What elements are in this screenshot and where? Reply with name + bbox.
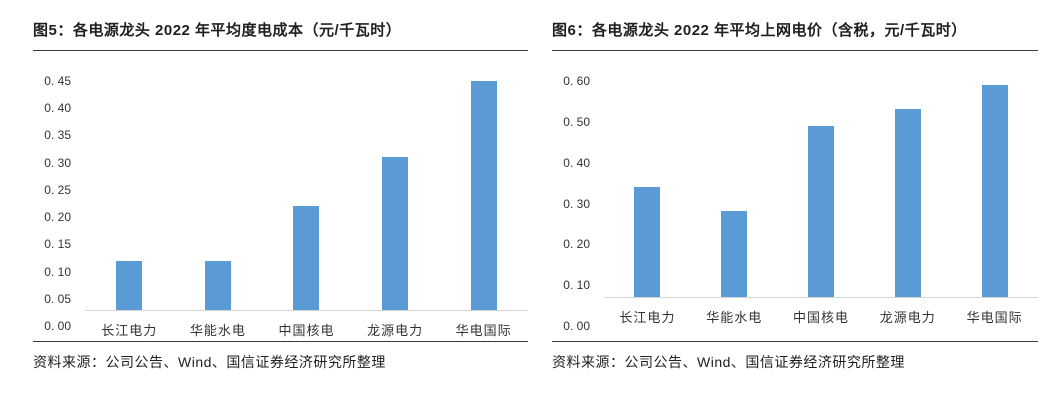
y-tick-label: 0. 05 — [44, 291, 71, 306]
y-tick-label: 0. 40 — [44, 101, 71, 116]
figure5-plot-area: 长江电力 华能水电 中国核电 龙源电力 华电国际 — [85, 81, 528, 338]
figure5-chart: 0. 00 0. 05 0. 10 0. 15 0. 20 0. 25 0. 30 0. 35… — [33, 74, 528, 338]
figure6-bars — [604, 81, 1038, 298]
bar-华能水电 — [721, 211, 748, 297]
report-figures-page: 图5：各电源龙头 2022 年平均度电成本（元/千瓦时） 0. 00 0. 05 0… — [33, 14, 1038, 372]
bar-长江电力 — [634, 186, 661, 297]
x-category-label: 中国核电 — [278, 322, 335, 338]
y-tick-label: 0. 15 — [44, 237, 71, 252]
x-category-label: 华能水电 — [706, 310, 763, 325]
y-tick-label: 0. 35 — [44, 128, 71, 143]
x-category-label: 中国核电 — [792, 310, 849, 325]
figure6-plot-area: 长江电力 华能水电 中国核电 龙源电力 华电国际 — [604, 81, 1038, 326]
x-category-label: 龙源电力 — [367, 322, 424, 338]
y-tick-label: 0. 10 — [44, 264, 71, 279]
x-category-label: 华能水电 — [189, 322, 246, 338]
figure-6: 图6：各电源龙头 2022 年平均上网电价（含税，元/千瓦时） 0. 00 0. … — [552, 14, 1038, 372]
figure5-title: 图5：各电源龙头 2022 年平均度电成本（元/千瓦时） — [33, 14, 528, 51]
bar-slot — [351, 157, 440, 310]
bar-slot — [951, 84, 1038, 297]
y-tick-label: 0. 00 — [563, 319, 590, 333]
y-tick-label: 0. 30 — [563, 196, 590, 211]
bar-中国核电 — [293, 206, 320, 310]
x-category-label: 长江电力 — [619, 310, 676, 325]
bar-华电国际 — [981, 84, 1008, 297]
x-category-label: 龙源电力 — [879, 310, 936, 325]
bar-龙源电力 — [382, 157, 409, 310]
y-tick-label: 0. 20 — [563, 237, 590, 252]
bar-长江电力 — [116, 260, 143, 310]
x-category-label: 长江电力 — [101, 322, 158, 338]
y-tick-label: 0. 20 — [44, 210, 71, 225]
bar-slot — [864, 109, 951, 297]
bar-slot — [604, 186, 691, 297]
figure6-x-axis: 长江电力 华能水电 中国核电 龙源电力 华电国际 — [604, 307, 1038, 326]
y-tick-label: 0. 30 — [44, 155, 71, 170]
figure5-y-axis: 0. 00 0. 05 0. 10 0. 15 0. 20 0. 25 0. 30 0. 35… — [33, 74, 85, 333]
figure6-source-note: 资料来源：公司公告、Wind、国信证券经济研究所整理 — [552, 341, 1038, 372]
y-tick-label: 0. 25 — [44, 182, 71, 197]
figure5-bars — [85, 81, 528, 311]
figure6-y-axis: 0. 00 0. 10 0. 20 0. 30 0. 40 0. 50 0. 60 — [552, 74, 604, 333]
figure5-source-note: 资料来源：公司公告、Wind、国信证券经济研究所整理 — [33, 341, 528, 372]
bar-中国核电 — [807, 125, 834, 297]
y-tick-label: 0. 10 — [563, 278, 590, 293]
bar-slot — [691, 211, 778, 297]
bar-龙源电力 — [894, 109, 921, 297]
figure6-chart: 0. 00 0. 10 0. 20 0. 30 0. 40 0. 50 0. 60 长江电力… — [552, 74, 1038, 333]
x-category-label: 华电国际 — [455, 322, 512, 338]
bar-slot — [174, 260, 263, 310]
figure6-title: 图6：各电源龙头 2022 年平均上网电价（含税，元/千瓦时） — [552, 14, 1038, 51]
figure-5: 图5：各电源龙头 2022 年平均度电成本（元/千瓦时） 0. 00 0. 05 0… — [33, 14, 528, 372]
figure5-x-axis: 长江电力 华能水电 中国核电 龙源电力 华电国际 — [85, 320, 528, 339]
y-tick-label: 0. 60 — [563, 74, 590, 88]
y-tick-label: 0. 50 — [563, 114, 590, 129]
bar-slot — [778, 125, 865, 297]
bar-华电国际 — [470, 81, 497, 310]
bar-slot — [85, 260, 174, 310]
bar-slot — [439, 81, 528, 310]
y-tick-label: 0. 00 — [44, 319, 71, 333]
x-category-label: 华电国际 — [966, 310, 1023, 325]
y-tick-label: 0. 40 — [563, 155, 590, 170]
bar-slot — [262, 206, 351, 310]
y-tick-label: 0. 45 — [44, 74, 71, 88]
bar-华能水电 — [204, 260, 231, 310]
